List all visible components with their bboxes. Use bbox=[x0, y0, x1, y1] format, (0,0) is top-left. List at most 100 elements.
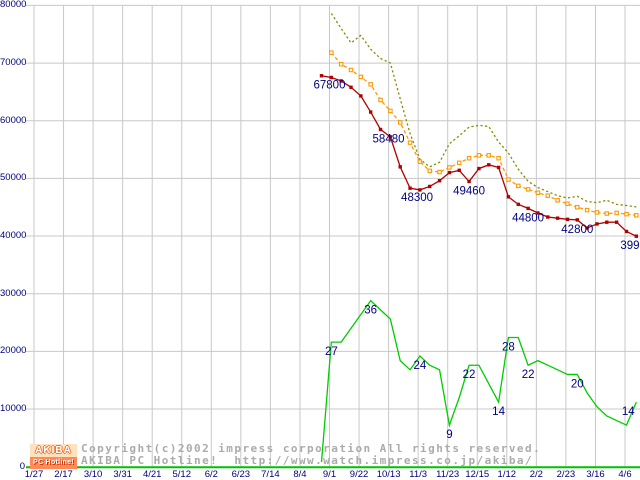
marker-average-price bbox=[565, 201, 570, 207]
marker-lowest-price bbox=[536, 211, 540, 215]
shop-count-value-label: 14 bbox=[622, 406, 635, 418]
marker-lowest-price bbox=[585, 226, 589, 230]
lowest-price-value-label: 67800 bbox=[314, 80, 346, 92]
marker-average-price bbox=[555, 198, 560, 203]
watermark-copyright: Copyright(c)2002 impress corporation All… bbox=[81, 442, 542, 455]
x-tick-label: 4/21 bbox=[142, 469, 162, 480]
x-tick-label: 2/17 bbox=[54, 469, 73, 480]
marker-lowest-price bbox=[555, 216, 560, 220]
marker-lowest-price bbox=[368, 110, 373, 114]
x-tick-label: 9/1 bbox=[322, 469, 337, 480]
marker-average-price bbox=[476, 153, 482, 158]
x-tick-label: 1/27 bbox=[24, 469, 44, 480]
marker-lowest-price bbox=[526, 206, 530, 211]
marker-lowest-price bbox=[634, 234, 639, 238]
marker-average-price bbox=[594, 210, 600, 215]
y-tick-label: 80000 bbox=[0, 0, 27, 11]
x-tick-label: 9/22 bbox=[349, 469, 369, 480]
lowest-price-value-label: 48300 bbox=[401, 192, 433, 204]
shop-count-value-label: 36 bbox=[364, 305, 377, 317]
marker-average-price bbox=[447, 165, 452, 170]
marker-lowest-price bbox=[378, 127, 383, 132]
y-tick-label: 0 bbox=[19, 460, 25, 472]
marker-lowest-price bbox=[329, 75, 334, 80]
marker-average-price bbox=[525, 187, 531, 192]
x-tick-label: 5/12 bbox=[172, 469, 192, 480]
marker-average-price bbox=[368, 82, 373, 87]
x-tick-label: 6/2 bbox=[204, 469, 218, 480]
lowest-price-value-label: 42800 bbox=[561, 224, 593, 236]
shop-count-value-label: 9 bbox=[446, 429, 452, 441]
marker-lowest-price bbox=[575, 218, 579, 222]
marker-average-price bbox=[358, 74, 364, 80]
lowest-price-value-label: 39975 bbox=[620, 240, 640, 252]
marker-lowest-price bbox=[428, 184, 432, 189]
marker-lowest-price bbox=[408, 186, 412, 190]
y-tick-label: 30000 bbox=[0, 287, 27, 299]
x-tick-label: 3/31 bbox=[113, 469, 132, 480]
marker-lowest-price bbox=[477, 166, 481, 171]
marker-lowest-price bbox=[447, 170, 452, 175]
marker-lowest-price bbox=[565, 217, 570, 222]
marker-lowest-price bbox=[418, 188, 422, 192]
marker-average-price bbox=[535, 190, 541, 196]
marker-average-price bbox=[516, 183, 521, 189]
marker-lowest-price bbox=[349, 85, 353, 89]
marker-average-price bbox=[437, 169, 442, 175]
marker-lowest-price bbox=[388, 135, 393, 139]
shop-count-value-label: 28 bbox=[502, 342, 515, 354]
shop-count-value-label: 22 bbox=[463, 369, 476, 381]
marker-lowest-price bbox=[496, 165, 501, 170]
y-tick-label: 40000 bbox=[0, 230, 27, 242]
x-tick-label: 2/2 bbox=[529, 469, 543, 480]
x-tick-label: 4/6 bbox=[618, 469, 632, 480]
x-tick-label: 6/23 bbox=[231, 469, 251, 480]
marker-lowest-price bbox=[487, 163, 491, 167]
series-line-shop-count bbox=[320, 299, 637, 463]
series-line-highest-price bbox=[330, 13, 637, 208]
marker-average-price bbox=[338, 61, 344, 67]
x-tick-label: 10/13 bbox=[376, 469, 401, 480]
x-tick-label: 3/10 bbox=[83, 469, 103, 480]
x-tick-label: 1/12 bbox=[497, 469, 517, 480]
x-tick-label: 11/23 bbox=[436, 469, 460, 480]
marker-average-price bbox=[456, 160, 462, 166]
marker-lowest-price bbox=[339, 79, 343, 83]
marker-lowest-price bbox=[457, 168, 461, 173]
marker-average-price bbox=[614, 210, 619, 216]
marker-average-price bbox=[486, 153, 491, 158]
marker-lowest-price bbox=[516, 202, 520, 207]
marker-average-price bbox=[506, 177, 511, 182]
shop-count-value-label: 14 bbox=[492, 406, 505, 418]
x-tick-label: 2/23 bbox=[556, 469, 576, 480]
marker-average-price bbox=[378, 97, 383, 103]
marker-average-price bbox=[397, 120, 403, 125]
marker-average-price bbox=[624, 211, 629, 217]
x-tick-label: 12/15 bbox=[465, 469, 490, 480]
x-tick-label: 8/4 bbox=[293, 469, 307, 480]
x-tick-label: 11/3 bbox=[409, 469, 428, 480]
marker-lowest-price bbox=[359, 94, 363, 98]
marker-lowest-price bbox=[398, 165, 402, 169]
x-tick-label: 7/14 bbox=[261, 469, 280, 480]
marker-average-price bbox=[575, 204, 580, 210]
marker-average-price bbox=[604, 211, 610, 216]
marker-lowest-price bbox=[506, 195, 511, 199]
shop-count-value-label: 27 bbox=[325, 346, 338, 358]
lowest-price-value-label: 49460 bbox=[453, 186, 485, 198]
logo-title: AKIBA bbox=[30, 444, 77, 457]
watermark-site-url: AKIBA PC Hotline! http://www.watch.impre… bbox=[81, 454, 534, 467]
marker-average-price bbox=[417, 159, 423, 164]
shop-count-value-label: 24 bbox=[413, 360, 426, 372]
marker-average-price bbox=[329, 50, 334, 55]
marker-lowest-price bbox=[319, 74, 324, 78]
logo-subtitle: PC Hotline! bbox=[30, 457, 77, 469]
marker-lowest-price bbox=[467, 179, 471, 184]
marker-average-price bbox=[496, 155, 501, 161]
marker-average-price bbox=[545, 193, 551, 198]
y-tick-label: 60000 bbox=[0, 114, 27, 126]
y-tick-label: 10000 bbox=[0, 403, 27, 415]
marker-lowest-price bbox=[546, 215, 550, 219]
